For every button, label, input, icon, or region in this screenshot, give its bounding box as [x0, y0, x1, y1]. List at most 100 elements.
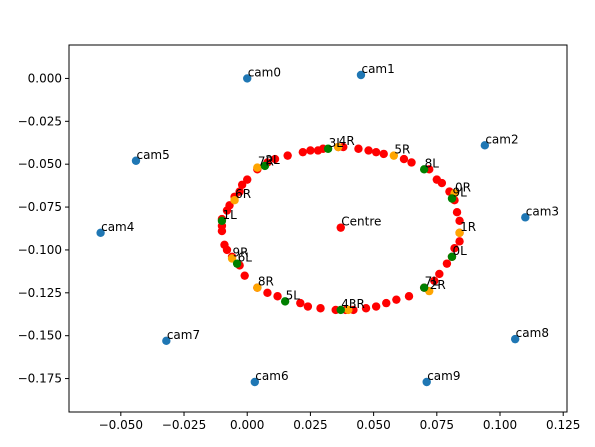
x-tick-label: −0.025	[162, 418, 206, 432]
data-point	[399, 154, 409, 164]
data-point	[296, 298, 305, 308]
point-label: cam2	[485, 132, 518, 146]
x-tick-label: 0.125	[546, 418, 580, 432]
point-label: 4R	[339, 134, 355, 148]
data-point	[263, 288, 272, 298]
data-point	[237, 180, 247, 189]
data-point	[283, 151, 292, 160]
x-tick-label: 0.100	[483, 418, 517, 432]
data-point	[442, 259, 452, 268]
point-label: 1R	[460, 220, 476, 234]
plot-frame	[68, 44, 568, 413]
point-label: cam0	[248, 65, 281, 79]
data-point	[336, 305, 345, 315]
plot-marks	[96, 70, 530, 387]
data-point	[270, 154, 280, 164]
data-point	[217, 216, 227, 225]
x-axis: −0.050 −0.025 0.000 0.025 0.050 0.075 0.100 0.1…	[99, 412, 580, 432]
y-axis: 0.000 −0.025 −0.050 −0.075 −0.100 −0.125 −0.15…	[18, 71, 69, 386]
y-tick-label: −0.100	[18, 243, 62, 257]
point-label: 1L	[222, 208, 237, 222]
data-point	[253, 163, 262, 172]
point-label: cam1	[361, 62, 394, 76]
point-label: 3L	[329, 136, 344, 150]
point-label: 2R	[430, 278, 446, 292]
data-point	[220, 240, 229, 249]
x-tick-label: 0.075	[420, 418, 454, 432]
y-tick-label: −0.150	[18, 329, 62, 343]
data-point	[447, 252, 457, 261]
data-point	[230, 196, 239, 205]
data-point	[404, 292, 414, 301]
point-label: 7L	[425, 275, 440, 289]
data-point	[232, 259, 242, 268]
data-point	[336, 223, 345, 232]
data-point	[435, 269, 444, 279]
point-label: 6R	[235, 187, 251, 201]
x-tick-label: −0.050	[99, 418, 143, 432]
data-point	[455, 228, 464, 237]
data-point	[162, 336, 171, 346]
point-label: 9L	[452, 185, 467, 199]
data-point	[260, 161, 270, 171]
point-label: 4L	[341, 297, 356, 311]
y-tick-label: 0.000	[28, 71, 62, 85]
data-point	[235, 187, 244, 196]
x-tick-label: 0.025	[293, 418, 327, 432]
point-label: 6L	[238, 251, 253, 265]
data-point	[298, 147, 308, 157]
data-point	[250, 377, 260, 387]
y-tick-label: −0.050	[18, 157, 62, 171]
data-point	[280, 297, 290, 306]
point-label: cam3	[526, 204, 559, 218]
data-point	[356, 70, 366, 80]
point-label: 8L	[425, 156, 440, 170]
data-point	[452, 208, 462, 217]
y-tick-label: −0.025	[18, 114, 62, 128]
data-point	[361, 304, 371, 313]
data-point	[422, 377, 431, 387]
data-point	[450, 244, 459, 253]
y-tick-label: −0.175	[18, 372, 62, 386]
data-point	[430, 276, 439, 286]
data-point	[323, 144, 333, 153]
point-label: 0L	[452, 244, 467, 258]
point-label: cam5	[136, 148, 169, 162]
point-label: 5R	[394, 143, 410, 157]
data-point	[243, 175, 252, 184]
data-point	[364, 146, 373, 155]
point-label: 2L	[265, 153, 280, 167]
point-label: 7R	[258, 155, 274, 169]
data-point	[96, 228, 105, 237]
point-label: cam8	[516, 326, 549, 340]
data-point	[273, 292, 282, 301]
point-labels: cam0 cam1 cam2 cam3 cam4 cam5 cam6 cam7 cam8 cam9…	[101, 62, 559, 383]
x-tick-label: 0.050	[356, 418, 390, 432]
data-point	[480, 141, 490, 150]
point-label: cam6	[255, 369, 288, 383]
data-point	[510, 334, 520, 344]
data-point	[455, 216, 464, 225]
data-point	[316, 304, 325, 313]
data-point	[131, 156, 141, 165]
data-point	[306, 146, 315, 155]
x-tick-label: 0.000	[230, 418, 264, 432]
data-point	[379, 149, 388, 159]
y-tick-label: −0.125	[18, 286, 62, 300]
data-point	[225, 201, 234, 210]
data-point	[419, 283, 429, 292]
data-point	[240, 271, 249, 280]
data-point	[407, 158, 416, 167]
point-label: 0R	[455, 180, 471, 194]
data-point	[437, 178, 447, 188]
point-label: cam7	[167, 328, 200, 342]
data-point	[455, 237, 464, 246]
data-point	[334, 142, 343, 152]
y-tick-label: −0.075	[18, 200, 62, 214]
point-label: cam4	[101, 220, 134, 234]
data-point	[371, 302, 381, 311]
data-point	[382, 298, 391, 308]
data-point	[392, 295, 401, 304]
